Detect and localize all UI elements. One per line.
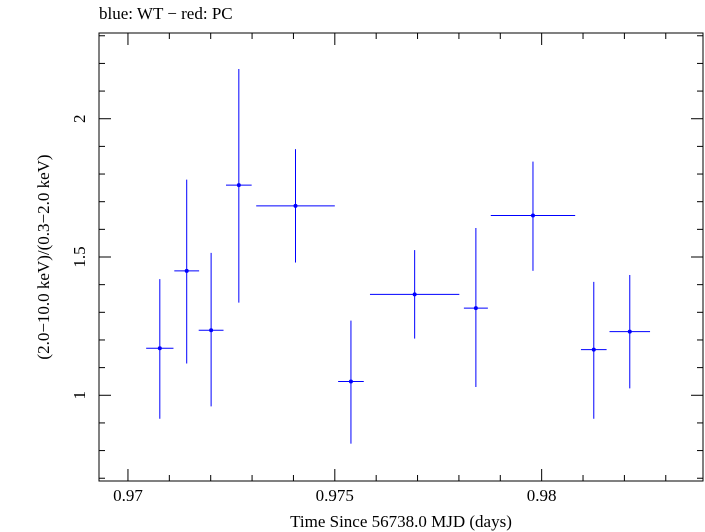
x-tick-label: 0.98 bbox=[527, 486, 557, 505]
x-tick-label: 0.975 bbox=[316, 486, 354, 505]
data-point bbox=[338, 320, 364, 444]
data-point bbox=[609, 274, 651, 389]
data-point bbox=[174, 179, 200, 364]
point-marker bbox=[591, 347, 596, 352]
point-marker bbox=[627, 329, 632, 334]
point-marker bbox=[293, 203, 298, 208]
plot-frame bbox=[98, 32, 704, 482]
x-tick-label: 0.97 bbox=[113, 486, 143, 505]
y-tick-label: 1 bbox=[70, 391, 89, 400]
data-point bbox=[226, 68, 252, 303]
data-point bbox=[146, 279, 174, 419]
point-marker bbox=[473, 306, 478, 311]
chart-title: blue: WT − red: PC bbox=[99, 4, 233, 23]
point-marker bbox=[412, 292, 417, 297]
point-marker bbox=[184, 268, 189, 273]
point-marker bbox=[157, 346, 162, 351]
data-point bbox=[369, 250, 460, 339]
point-marker bbox=[348, 379, 353, 384]
y-tick-label: 1.5 bbox=[70, 246, 89, 267]
point-marker bbox=[530, 213, 535, 218]
point-marker bbox=[236, 183, 241, 188]
data-point bbox=[463, 227, 488, 387]
x-axis-label: Time Since 56738.0 MJD (days) bbox=[290, 512, 512, 531]
data-point bbox=[256, 149, 335, 263]
y-tick-label: 2 bbox=[70, 114, 89, 123]
data-point bbox=[198, 252, 224, 407]
y-axis-label: (2.0−10.0 keV)/(0.3−2.0 keV) bbox=[34, 154, 53, 359]
data-point bbox=[580, 281, 607, 419]
data-point bbox=[490, 161, 576, 271]
point-marker bbox=[209, 328, 214, 333]
